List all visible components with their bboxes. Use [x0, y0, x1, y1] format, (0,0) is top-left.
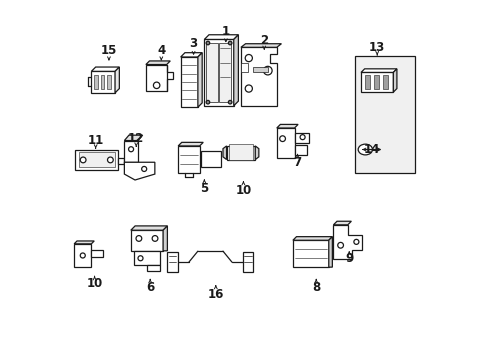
Bar	[354, 56, 414, 173]
Bar	[382, 75, 387, 89]
Circle shape	[152, 235, 158, 241]
Bar	[276, 128, 294, 158]
Bar	[91, 71, 115, 93]
Text: 4: 4	[157, 44, 165, 57]
Polygon shape	[328, 237, 332, 267]
Polygon shape	[333, 221, 351, 225]
Text: 1: 1	[222, 25, 229, 38]
Circle shape	[300, 135, 305, 140]
Text: 14: 14	[363, 143, 379, 156]
Bar	[253, 67, 267, 72]
Bar	[101, 75, 104, 89]
Circle shape	[228, 100, 231, 104]
Circle shape	[142, 166, 146, 171]
Bar	[360, 72, 392, 92]
Bar	[131, 230, 163, 251]
Polygon shape	[145, 61, 170, 64]
Bar	[134, 251, 160, 265]
Bar	[74, 244, 91, 267]
Polygon shape	[74, 241, 94, 244]
Text: 13: 13	[368, 41, 385, 54]
Polygon shape	[241, 47, 276, 107]
Bar	[107, 75, 110, 89]
Circle shape	[80, 157, 86, 163]
Text: 8: 8	[311, 281, 320, 294]
Circle shape	[107, 157, 113, 163]
Polygon shape	[180, 53, 202, 57]
Text: 11: 11	[87, 134, 103, 147]
Bar	[167, 252, 178, 272]
Bar	[124, 140, 138, 162]
Text: 7: 7	[293, 156, 301, 168]
Bar	[75, 149, 118, 170]
Bar	[200, 151, 221, 167]
Polygon shape	[241, 63, 247, 72]
Text: 10: 10	[235, 184, 251, 197]
Bar	[242, 252, 253, 272]
Circle shape	[263, 66, 271, 75]
Circle shape	[153, 82, 160, 89]
Polygon shape	[360, 69, 396, 72]
Polygon shape	[118, 158, 123, 164]
Text: 3: 3	[189, 37, 197, 50]
Bar	[204, 40, 233, 106]
Polygon shape	[292, 237, 332, 240]
Bar	[364, 75, 369, 89]
Polygon shape	[333, 225, 362, 259]
Circle shape	[206, 100, 209, 104]
Text: 12: 12	[128, 132, 144, 145]
Polygon shape	[178, 142, 203, 146]
Polygon shape	[198, 53, 202, 107]
Circle shape	[136, 235, 142, 241]
Text: 5: 5	[200, 183, 208, 195]
Text: 15: 15	[101, 44, 117, 57]
Polygon shape	[91, 67, 119, 71]
Polygon shape	[255, 146, 258, 159]
Circle shape	[228, 41, 231, 45]
Bar	[79, 152, 115, 167]
Polygon shape	[124, 162, 155, 180]
Bar	[295, 145, 306, 156]
Polygon shape	[131, 226, 167, 230]
Circle shape	[337, 242, 343, 248]
Circle shape	[128, 147, 133, 152]
Text: 2: 2	[260, 33, 268, 47]
Bar	[292, 240, 328, 267]
Polygon shape	[392, 69, 396, 92]
Circle shape	[279, 136, 285, 141]
Text: 9: 9	[345, 252, 353, 265]
Polygon shape	[163, 226, 167, 251]
Text: 16: 16	[207, 288, 224, 301]
Polygon shape	[241, 44, 281, 47]
Circle shape	[244, 54, 252, 62]
Text: 6: 6	[146, 281, 154, 294]
Polygon shape	[276, 125, 298, 128]
Bar	[94, 75, 98, 89]
Text: 10: 10	[86, 278, 102, 291]
Bar	[178, 146, 199, 173]
Polygon shape	[294, 132, 308, 143]
Polygon shape	[204, 35, 238, 40]
Polygon shape	[145, 64, 172, 91]
Circle shape	[353, 239, 358, 244]
Polygon shape	[115, 67, 119, 93]
Polygon shape	[124, 135, 142, 140]
Ellipse shape	[357, 144, 372, 155]
Bar	[373, 75, 379, 89]
Polygon shape	[147, 265, 160, 271]
Bar	[228, 144, 253, 159]
Circle shape	[244, 85, 252, 92]
Polygon shape	[223, 146, 226, 159]
Circle shape	[138, 256, 142, 261]
Polygon shape	[233, 35, 238, 106]
Polygon shape	[91, 250, 102, 257]
Bar	[180, 57, 198, 107]
Bar	[206, 43, 218, 102]
Bar	[219, 43, 230, 102]
Bar	[226, 146, 255, 159]
Circle shape	[80, 253, 85, 258]
Circle shape	[206, 41, 209, 45]
